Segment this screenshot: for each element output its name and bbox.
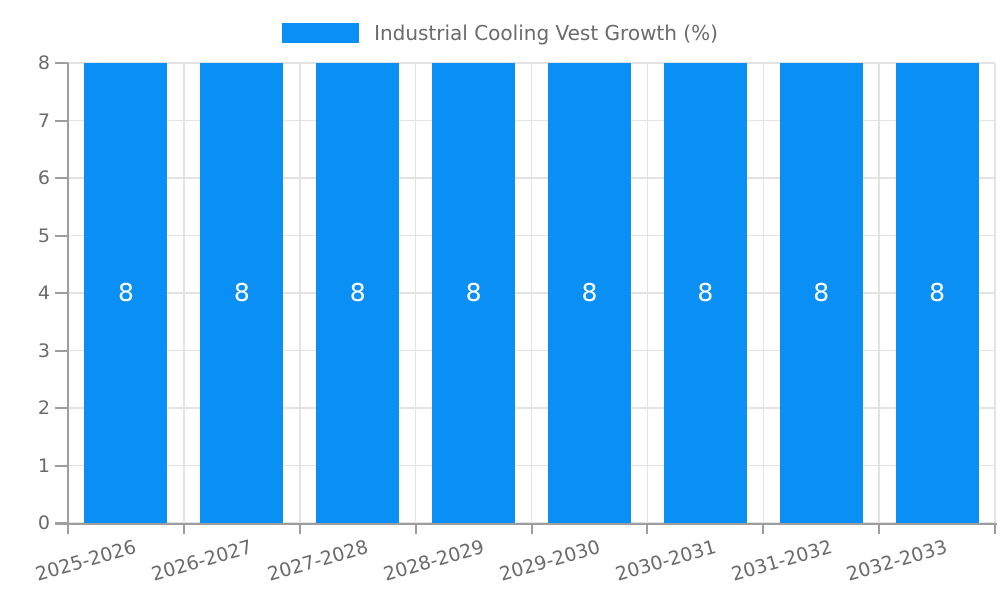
bar[interactable] [547,63,631,523]
y-axis-tick [55,234,68,237]
y-axis-tick [55,62,68,64]
bar[interactable] [200,63,284,523]
bar-value-label: 8 [697,278,714,307]
bar[interactable] [432,63,516,523]
gridline-vertical [878,63,880,523]
bar[interactable] [316,63,400,523]
gridline-vertical [994,63,996,523]
bar-value-label: 8 [813,278,830,307]
chart-legend[interactable]: Industrial Cooling Vest Growth (%) [0,21,1000,45]
y-tick-label: 2 [37,397,50,419]
gridline-vertical [646,63,649,523]
bar[interactable] [663,63,747,523]
y-tick-label: 3 [37,339,50,362]
bar-value-label: 8 [581,278,598,307]
x-tick-label: 2026-2027 [149,536,255,586]
x-axis-tick [530,523,533,534]
legend-swatch [282,23,360,43]
y-axis-tick [55,349,68,352]
y-tick-label: 5 [37,224,50,247]
x-axis-tick [994,523,996,534]
x-axis-tick [67,523,69,534]
y-tick-label: 6 [37,167,50,189]
y-tick-label: 8 [37,52,50,74]
x-tick-label: 2031-2032 [728,536,835,586]
legend-label: Industrial Cooling Vest Growth (%) [374,21,718,45]
x-axis-tick [182,523,185,534]
y-axis-tick [55,177,68,179]
y-tick-label: 1 [37,454,50,477]
x-tick-label: 2025-2026 [33,536,140,586]
bar-value-label: 8 [233,278,250,307]
bar-value-label: 8 [465,278,482,307]
gridline-vertical [299,63,301,523]
x-axis-tick [298,523,301,534]
x-tick-label: 2032-2033 [844,536,951,586]
x-axis-tick [878,523,881,534]
gridline-vertical [530,63,533,523]
bar[interactable] [84,63,168,523]
x-axis-tick [414,523,417,534]
y-axis-tick [55,292,68,294]
x-axis-line [55,523,997,525]
x-axis-tick [762,523,765,534]
bar-value-label: 8 [929,278,946,307]
y-tick-label: 7 [37,109,50,132]
bar-value-label: 8 [117,278,134,307]
x-tick-label: 2030-2031 [612,536,719,586]
bar[interactable] [779,63,863,523]
bar[interactable] [895,63,979,523]
y-tick-label: 0 [37,512,50,534]
y-tick-label: 4 [37,282,50,304]
x-axis-tick [646,523,649,534]
gridline-vertical [183,63,185,523]
gridline-vertical [762,63,764,523]
x-tick-label: 2027-2028 [265,536,371,586]
gridline-vertical [414,63,417,523]
x-tick-label: 2029-2030 [496,536,603,586]
bar-value-label: 8 [349,278,366,307]
y-axis-tick [55,407,68,409]
y-axis-tick [55,464,68,467]
x-tick-label: 2028-2029 [380,536,487,586]
y-axis-tick [55,119,68,122]
y-axis-line [67,63,69,523]
